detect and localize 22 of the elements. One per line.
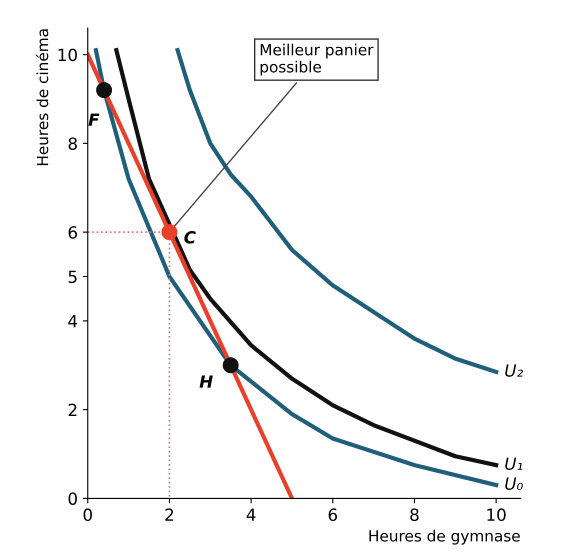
- x-axis-title: Heures de gymnase: [369, 530, 520, 545]
- x-tick-label: 6: [328, 508, 338, 522]
- x-tick-label: 8: [410, 508, 419, 522]
- y-tick-label: 0: [68, 492, 77, 505]
- annotation: C: [184, 231, 196, 244]
- y-tick-label: 10: [58, 48, 77, 62]
- y-tick-label: 5: [68, 270, 77, 284]
- annotation: Meilleur panier possible: [260, 44, 374, 76]
- y-axis-title: Heures de cinéma: [36, 29, 48, 166]
- x-tick-label: 10: [487, 508, 506, 522]
- y-tick-label: 4: [68, 315, 78, 328]
- y-tick-label: 2: [68, 404, 76, 416]
- series-label: U₂: [505, 364, 523, 377]
- x-tick-label: 2: [165, 508, 174, 521]
- annotation: F: [88, 114, 100, 126]
- y-tick-label: 8: [68, 137, 77, 150]
- x-tick-label: 0: [84, 508, 92, 522]
- series-label: U₀: [505, 478, 523, 490]
- y-tick-label: 6: [68, 226, 77, 239]
- annotation: H: [200, 375, 213, 388]
- series-label: U₁: [505, 458, 522, 470]
- x-tick-label: 4: [246, 508, 256, 521]
